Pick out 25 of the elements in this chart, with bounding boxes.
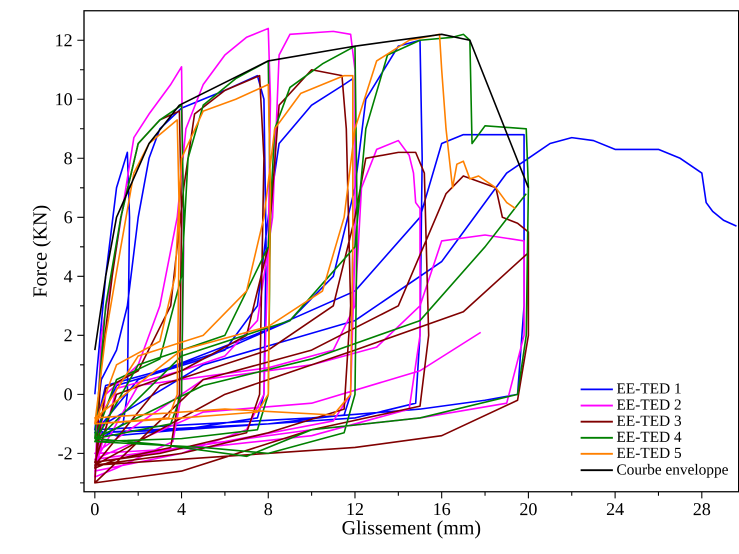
x-axis-title: Glissement (mm) bbox=[342, 520, 480, 539]
x-tick-label: 0 bbox=[91, 503, 99, 516]
y-tick-label: 4 bbox=[64, 270, 72, 282]
x-tick-label: 16 bbox=[434, 503, 450, 516]
legend-label: EE-TED 4 bbox=[616, 432, 682, 442]
y-tick-label: -2 bbox=[58, 447, 72, 460]
y-axis-title: Force (KN) bbox=[32, 206, 51, 298]
y-tick-label: 8 bbox=[64, 152, 72, 164]
y-tick-label: 0 bbox=[64, 388, 72, 400]
x-tick-label: 4 bbox=[177, 503, 186, 515]
legend-label: EE-TED 3 bbox=[616, 416, 682, 426]
x-tick-label: 24 bbox=[606, 503, 624, 516]
x-tick-label: 12 bbox=[348, 503, 363, 516]
y-tick-label: 10 bbox=[56, 93, 72, 106]
legend-label: Courbe enveloppe bbox=[617, 464, 728, 478]
x-tick-label: 20 bbox=[520, 503, 537, 516]
legend-label: EE-TED 1 bbox=[616, 383, 681, 394]
y-tick-label: 2 bbox=[64, 329, 72, 342]
legend-label: EE-TED 5 bbox=[616, 448, 682, 458]
y-tick-label: 12 bbox=[56, 34, 72, 46]
x-tick-label: 8 bbox=[264, 503, 272, 516]
line-series bbox=[94, 34, 530, 351]
y-tick-label: 6 bbox=[64, 211, 72, 224]
x-tick-label: 28 bbox=[694, 503, 710, 516]
legend-label: EE-TED 2 bbox=[616, 399, 681, 410]
